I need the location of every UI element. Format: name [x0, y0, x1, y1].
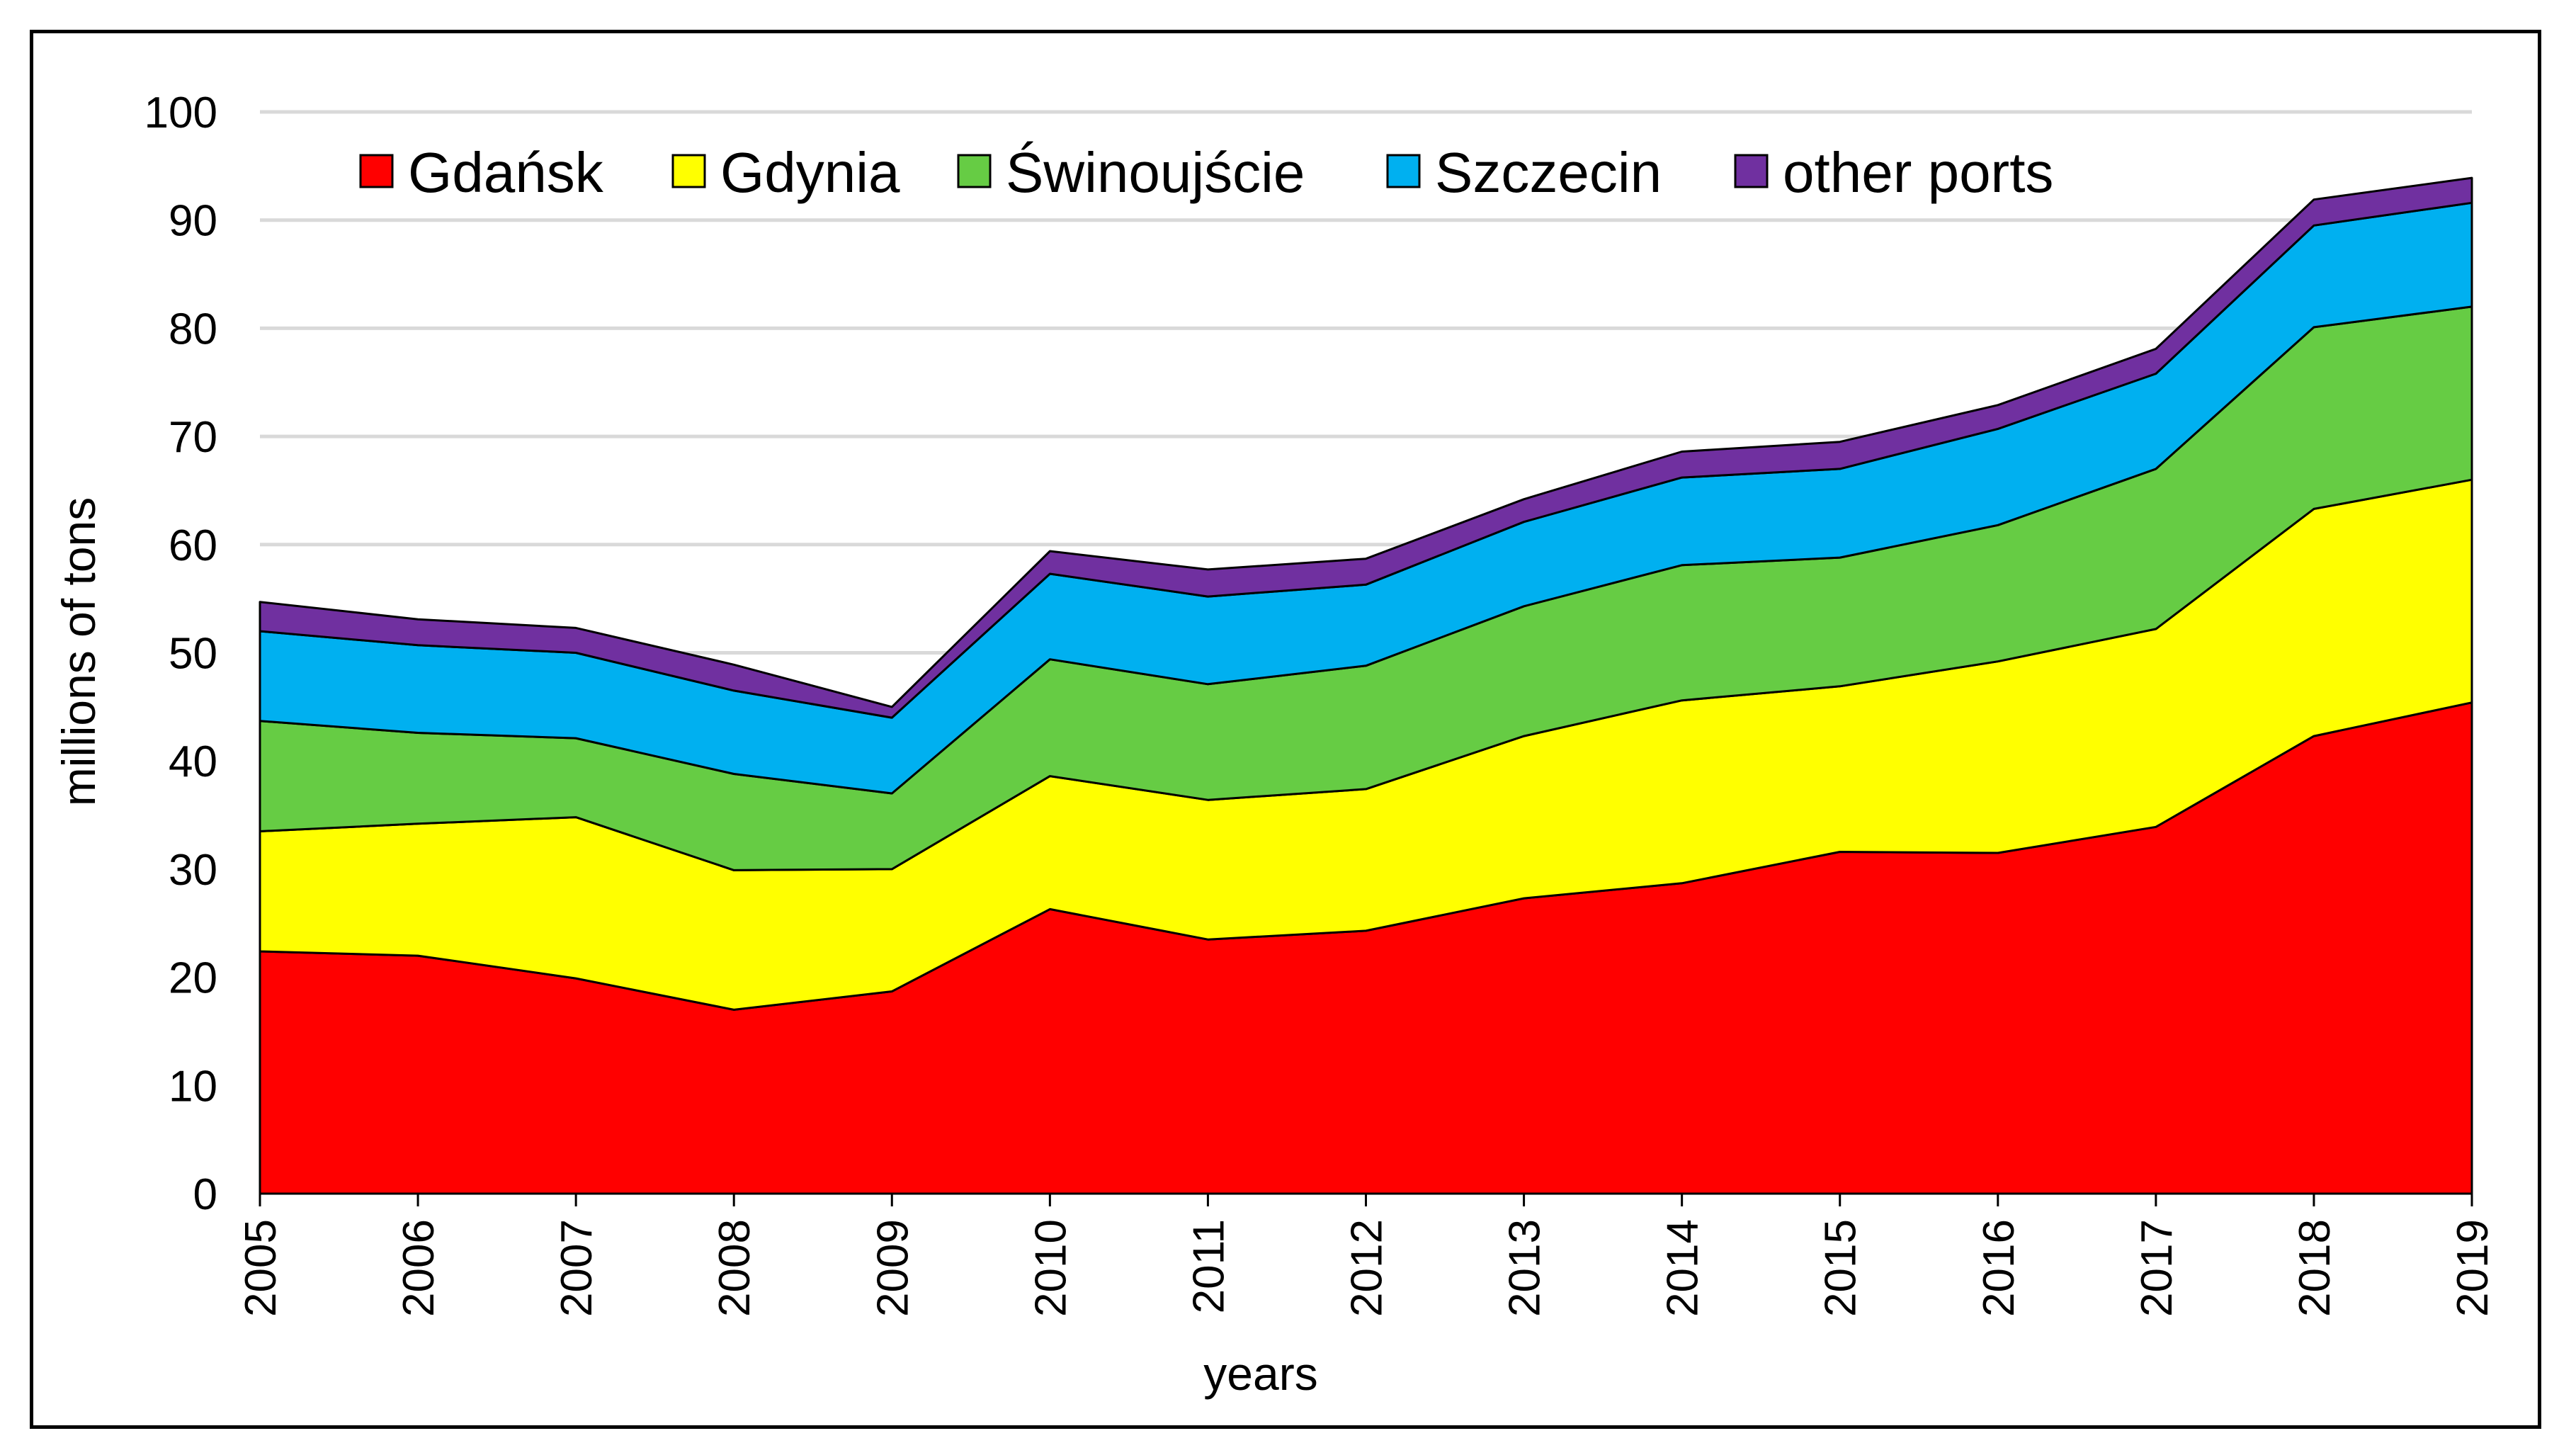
x-tick-label: 2012: [1343, 1219, 1392, 1317]
y-tick-label: 30: [169, 846, 217, 895]
x-tick-label: 2010: [1026, 1219, 1075, 1317]
legend-item: Świnoujście: [957, 141, 1305, 204]
legend-swatch: [359, 154, 394, 188]
x-tick-label: 2018: [2291, 1219, 2339, 1317]
legend-swatch: [957, 154, 992, 188]
y-tick-label: 60: [169, 521, 217, 570]
legend-label: Gdańsk: [408, 141, 604, 204]
legend-swatch: [1386, 154, 1421, 188]
y-tick-label: 100: [144, 89, 217, 137]
legend-item: Gdynia: [671, 141, 900, 204]
x-tick-label: 2008: [710, 1219, 759, 1317]
x-tick-labels: 2005 2006 2007 2008 2009 2010 2011 2012 2013 2014…: [237, 1219, 2497, 1317]
legend-swatch: [1734, 154, 1769, 188]
x-tick-label: 2005: [237, 1219, 285, 1317]
y-tick-label: 50: [169, 630, 217, 679]
y-tick-label: 10: [169, 1062, 217, 1111]
x-tick-label: 2015: [1817, 1219, 1866, 1317]
legend-swatch: [671, 154, 706, 188]
y-axis-title: millions of tons: [52, 497, 105, 807]
y-tick-label: 0: [193, 1170, 217, 1219]
y-tick-label: 90: [169, 197, 217, 246]
legend-item: other ports: [1734, 141, 2053, 204]
x-tick-label: 2014: [1659, 1219, 1708, 1317]
y-tick-labels: 0 10 20 30 40 50 60 70 80 90 100: [144, 89, 217, 1219]
y-tick-label: 70: [169, 413, 217, 462]
legend-label: Szczecin: [1435, 141, 1662, 204]
y-tick-label: 40: [169, 737, 217, 786]
legend-label: Gdynia: [720, 141, 900, 204]
x-axis-title: years: [1203, 1347, 1317, 1400]
legend-item: Gdańsk: [359, 141, 604, 204]
x-tick-label: 2013: [1501, 1219, 1550, 1317]
x-tick-label: 2011: [1184, 1219, 1233, 1313]
x-tick-label: 2006: [395, 1219, 443, 1317]
legend-item: Szczecin: [1386, 141, 1662, 204]
x-tick-label: 2009: [868, 1219, 917, 1317]
axes: [259, 1192, 2473, 1206]
x-tick-label: 2007: [552, 1219, 601, 1317]
x-tick-label: 2016: [1975, 1219, 2024, 1317]
legend: Gdańsk Gdynia Świnoujście Szczecin other por…: [359, 141, 2053, 204]
x-tick-label: 2017: [2133, 1219, 2181, 1317]
series-areas: [259, 176, 2473, 1195]
legend-label: other ports: [1783, 141, 2053, 204]
x-tick-label: 2019: [2449, 1219, 2497, 1317]
y-tick-label: 80: [169, 305, 217, 353]
y-tick-label: 20: [169, 954, 217, 1003]
series-area-4: [259, 176, 2473, 719]
legend-label: Świnoujście: [1006, 141, 1305, 204]
